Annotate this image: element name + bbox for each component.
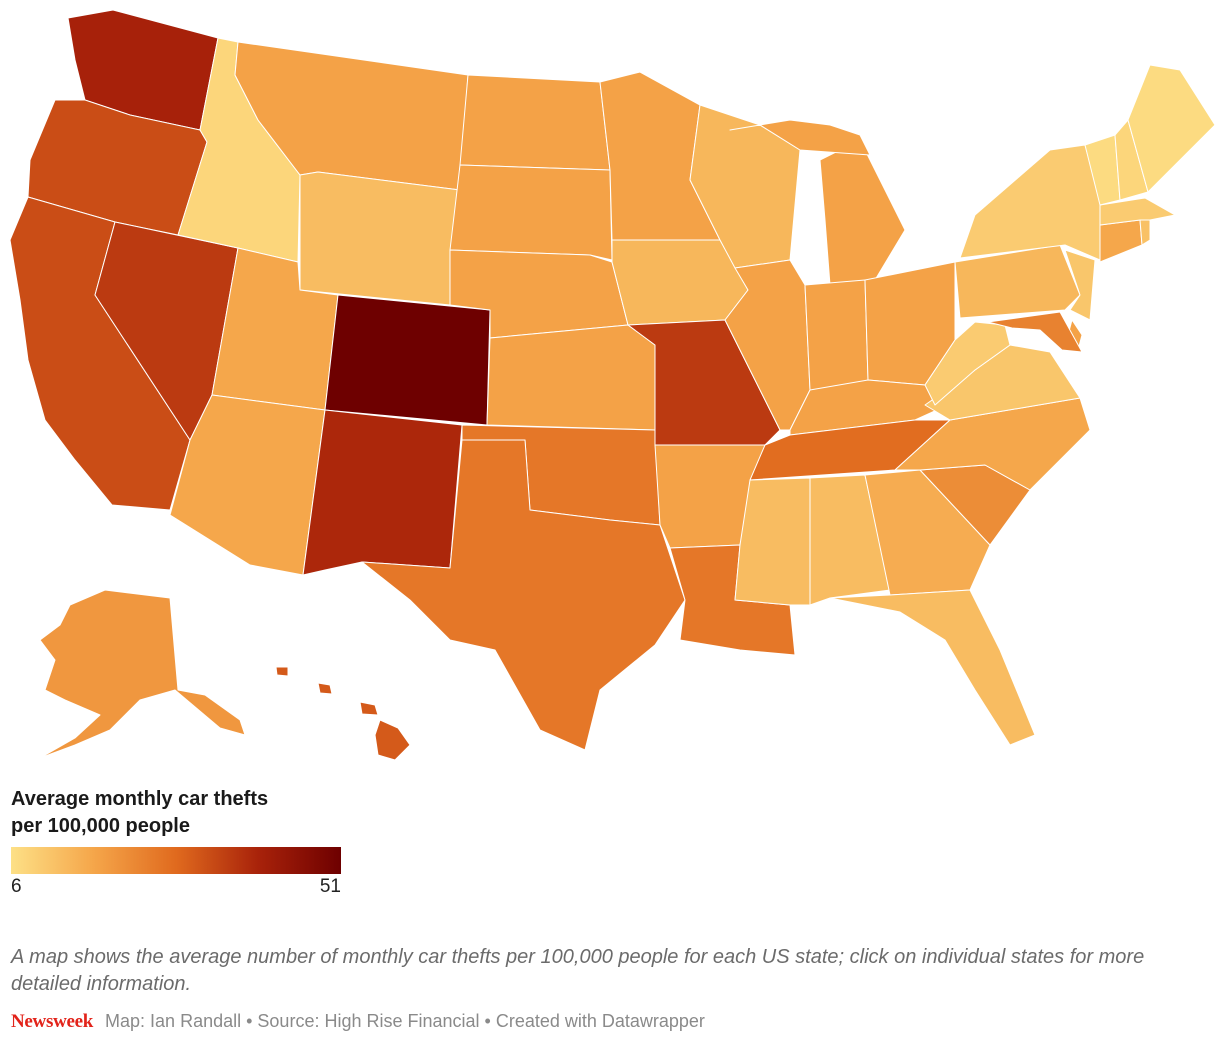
legend-labels: 6 51 [11, 874, 341, 900]
state-wv[interactable] [924, 321, 1011, 406]
legend-max-label: 51 [319, 876, 341, 897]
legend-color-scale [11, 847, 341, 874]
legend-min-label: 6 [11, 876, 22, 897]
state-sd[interactable] [449, 164, 613, 261]
state-hi-big[interactable] [374, 719, 411, 761]
state-al[interactable] [809, 474, 891, 606]
map-description: A map shows the average number of monthl… [11, 946, 1145, 995]
state-ri[interactable] [1139, 219, 1151, 246]
state-hi-oahu[interactable] [317, 682, 333, 695]
legend-title-line1: Average monthly car thefts [11, 788, 269, 810]
state-in[interactable] [804, 279, 869, 396]
state-hi-maui[interactable] [359, 701, 379, 716]
state-co[interactable] [324, 294, 491, 426]
state-ak[interactable] [39, 589, 246, 759]
legend: Average monthly car thefts per 100,000 p… [11, 786, 351, 900]
state-hi-kauai[interactable] [275, 666, 289, 677]
state-md[interactable] [987, 311, 1083, 353]
state-mi-upper[interactable] [729, 119, 871, 156]
newsweek-logo[interactable]: Newsweek [11, 1011, 94, 1032]
state-ma[interactable] [1099, 197, 1176, 226]
us-choropleth-map [9, 9, 1216, 761]
state-nm[interactable] [302, 409, 463, 576]
state-ks[interactable] [486, 324, 656, 431]
state-nd[interactable] [459, 74, 611, 171]
state-nj[interactable] [1064, 249, 1096, 321]
state-wy[interactable] [299, 171, 461, 306]
legend-title-line2: per 100,000 people [11, 815, 190, 837]
state-ct[interactable] [1099, 219, 1143, 263]
state-ga[interactable] [864, 469, 991, 596]
state-ny[interactable] [959, 144, 1101, 261]
state-me[interactable] [1127, 64, 1216, 193]
state-tx[interactable] [361, 439, 686, 751]
state-il[interactable] [724, 259, 811, 431]
legend-title: Average monthly car thefts per 100,000 p… [11, 786, 341, 840]
footer: Newsweek Map: Ian Randall • Source: High… [11, 1011, 705, 1033]
state-mi[interactable] [819, 139, 906, 286]
footer-credits: Map: Ian Randall • Source: High Rise Fin… [105, 1011, 705, 1031]
state-fl[interactable] [829, 589, 1036, 746]
